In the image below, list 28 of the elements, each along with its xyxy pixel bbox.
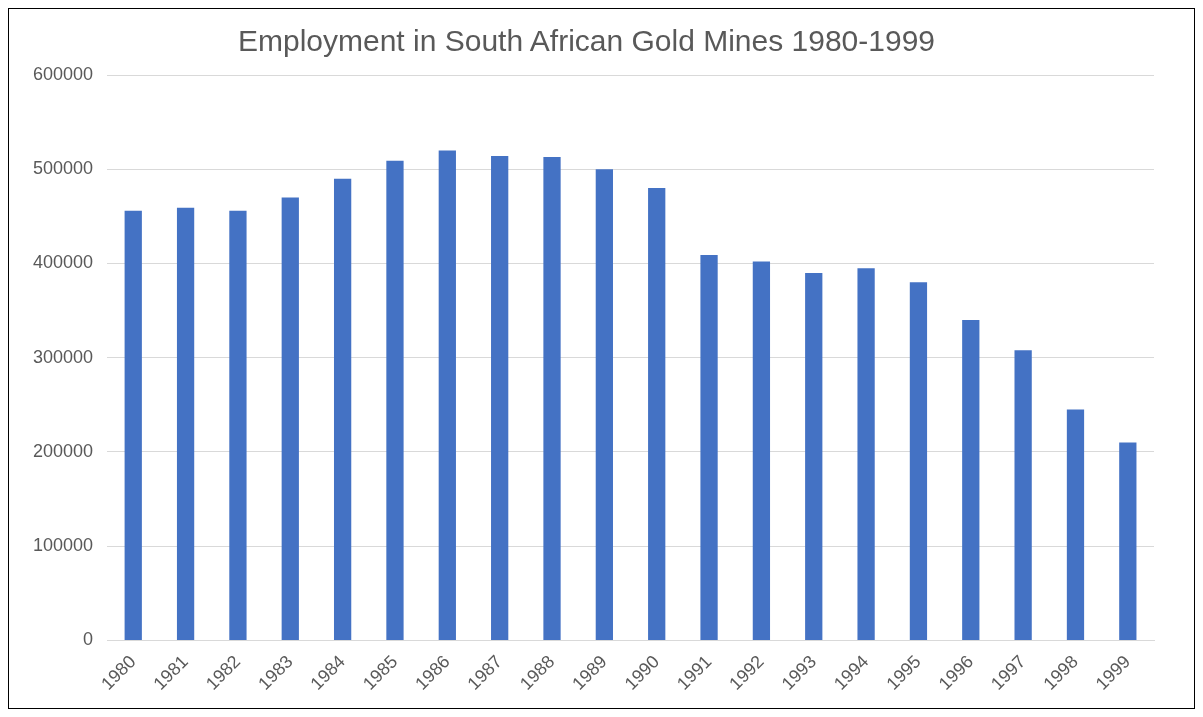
bar [857,268,875,640]
y-tick-label: 0 [83,629,94,650]
bar [386,160,404,640]
bar [124,210,142,640]
y-tick-label: 600000 [32,63,94,84]
bar [491,156,509,640]
bar [176,207,195,640]
y-tick-label: 500000 [32,158,94,179]
bar [543,156,561,640]
chart-title: Employment in South African Gold Mines 1980-1999 [237,24,936,58]
bar [333,178,352,640]
bar [1119,442,1137,640]
bar [229,210,247,640]
y-tick-label: 100000 [32,535,94,556]
bar [648,188,666,640]
bar [281,197,299,640]
y-tick-label: 300000 [32,346,94,367]
y-tick-label: 200000 [32,440,94,461]
bar [438,150,456,640]
y-tick-label: 400000 [32,252,94,273]
bar [700,254,718,640]
bar [595,169,613,640]
bar [752,261,771,640]
bar [1014,350,1032,640]
bar [962,320,980,640]
bar [1066,409,1085,640]
bar [909,282,928,640]
bar [805,272,823,640]
